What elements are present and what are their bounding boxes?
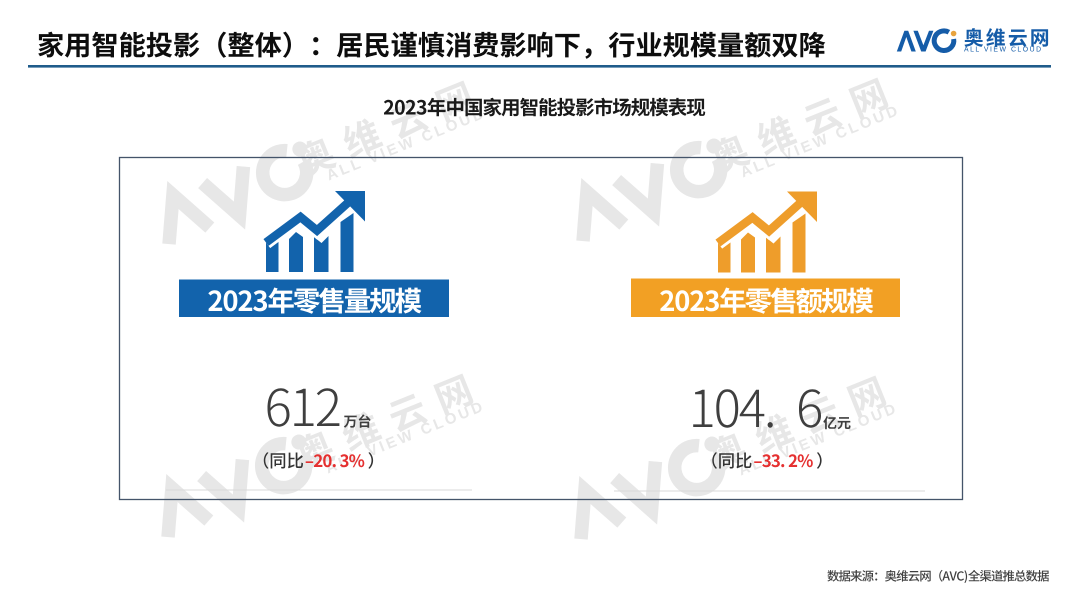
svg-text:ALL VIEW CLOUD: ALL VIEW CLOUD	[964, 47, 1043, 54]
